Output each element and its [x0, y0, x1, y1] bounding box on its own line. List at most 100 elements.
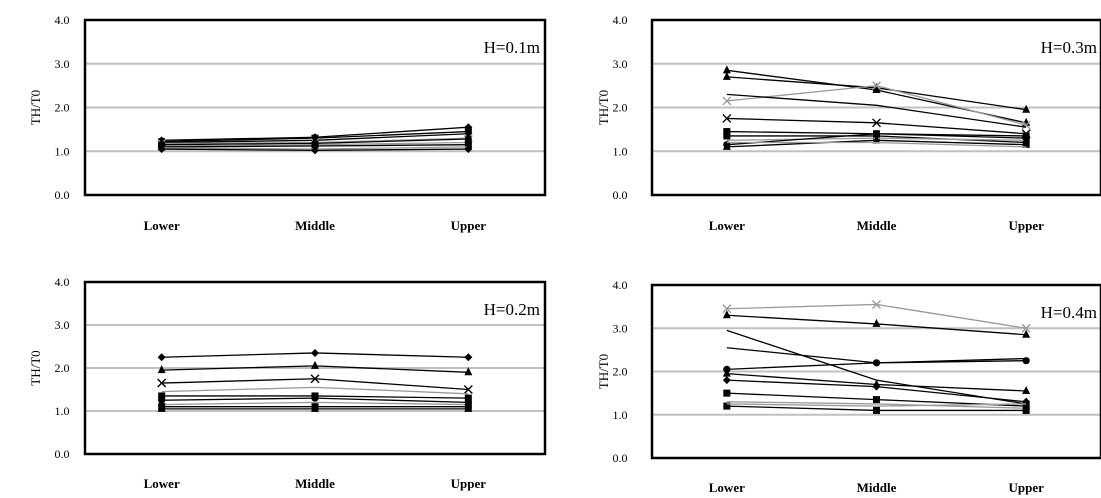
y-axis-label: TH/T0 — [28, 90, 43, 125]
data-point — [872, 359, 881, 367]
y-tick-label: 2.0 — [613, 101, 628, 115]
data-point — [464, 353, 473, 362]
data-point — [157, 353, 166, 362]
data-point — [722, 304, 732, 314]
data-point — [1022, 134, 1030, 142]
chart-panel-1: 0.0 1.0 2.0 3.0 4.0 Lower Middle Upper TH/T0 H=0.… — [28, 13, 547, 233]
data-point — [722, 368, 731, 377]
data-point — [722, 376, 731, 385]
y-tick-label: 3.0 — [55, 57, 70, 71]
y-tick-label: 4.0 — [613, 13, 628, 27]
data-point — [464, 128, 473, 137]
x-tick-label: Lower — [144, 218, 180, 233]
data-point — [311, 394, 319, 402]
y-tick-label: 3.0 — [613, 321, 628, 335]
y-tick-label: 4.0 — [55, 275, 70, 289]
chart-panel-3: 0.0 1.0 2.0 3.0 4.0 Lower Middle Upper TH/T0 H=0.… — [28, 275, 547, 491]
data-point — [872, 135, 881, 144]
panel-annotation: H=0.2m — [484, 300, 540, 319]
panel-annotation: H=0.3m — [1041, 38, 1097, 57]
y-tick-label: 1.0 — [613, 408, 628, 422]
x-tick-label: Middle — [857, 218, 897, 233]
data-point — [722, 71, 731, 80]
series-line-11 — [726, 141, 1027, 148]
data-point — [1022, 406, 1030, 414]
data-point — [311, 403, 319, 412]
data-point — [464, 145, 473, 154]
data-point — [1022, 385, 1031, 394]
data-point — [311, 142, 319, 150]
y-axis-label: TH/T0 — [596, 354, 611, 389]
data-point — [722, 96, 732, 106]
data-point — [1022, 329, 1031, 338]
data-point — [723, 402, 731, 410]
data-point — [311, 360, 319, 369]
chart-panel-2: 0.0 1.0 2.0 3.0 4.0 Lower Middle Upper TH/T0 H=0.… — [596, 13, 1101, 233]
y-tick-label: 2.0 — [55, 101, 70, 115]
plot-frame — [650, 283, 1101, 460]
data-point — [722, 310, 731, 319]
x-tick-label: Middle — [295, 218, 335, 233]
y-tick-label: 3.0 — [55, 318, 70, 332]
y-tick-label: 2.0 — [55, 361, 70, 375]
y-tick-label: 0.0 — [613, 451, 628, 465]
data-point — [157, 378, 167, 388]
x-tick-label: Lower — [709, 480, 745, 495]
data-point — [158, 392, 166, 400]
data-point — [723, 132, 731, 140]
data-point — [157, 403, 166, 412]
data-point — [310, 374, 320, 384]
y-tick-label: 1.0 — [55, 144, 70, 158]
data-point — [1021, 323, 1031, 333]
data-point — [872, 318, 881, 327]
series-line-11 — [726, 403, 1027, 407]
data-point — [872, 82, 881, 91]
x-tick-label: Lower — [709, 218, 745, 233]
series-line-7 — [161, 401, 469, 406]
series-line-4 — [726, 93, 1027, 128]
data-point — [723, 128, 731, 136]
y-tick-label: 2.0 — [613, 365, 628, 379]
y-axis-label: TH/T0 — [28, 350, 43, 385]
y-tick-label: 3.0 — [613, 57, 628, 71]
data-point — [722, 65, 731, 74]
panel-annotation: H=0.1m — [484, 38, 540, 57]
data-point — [311, 146, 319, 155]
plot-frame — [83, 18, 547, 197]
data-point — [872, 81, 881, 91]
data-point — [872, 382, 881, 391]
y-tick-label: 1.0 — [55, 404, 70, 418]
data-point — [873, 396, 880, 404]
data-point — [464, 367, 473, 376]
data-point — [157, 365, 166, 374]
data-point — [158, 396, 166, 404]
data-point — [464, 141, 472, 149]
data-point — [872, 118, 881, 128]
x-tick-label: Lower — [144, 476, 180, 491]
data-point — [463, 385, 473, 394]
data-point — [464, 135, 472, 143]
panel-annotation: H=0.4m — [1041, 303, 1097, 322]
plot-frame — [650, 18, 1101, 197]
data-point — [723, 389, 731, 397]
data-point — [722, 141, 731, 150]
y-tick-label: 4.0 — [55, 13, 70, 27]
x-tick-label: Upper — [451, 218, 487, 233]
series-line-9 — [726, 401, 1027, 409]
data-point — [464, 403, 473, 412]
data-point — [1022, 402, 1030, 410]
y-tick-label: 0.0 — [55, 188, 70, 202]
chart-panel-4: 0.0 1.0 2.0 3.0 4.0 Lower Middle Upper TH/T0 H=0.… — [596, 278, 1101, 495]
data-point — [311, 348, 319, 357]
x-tick-label: Upper — [1008, 218, 1044, 233]
y-tick-label: 4.0 — [613, 278, 628, 292]
x-tick-label: Upper — [1008, 480, 1044, 495]
x-tick-label: Upper — [451, 476, 487, 491]
data-point — [1022, 357, 1030, 365]
data-point — [872, 299, 881, 309]
y-axis-label: TH/T0 — [596, 90, 611, 125]
y-tick-label: 0.0 — [55, 447, 70, 461]
data-point — [157, 145, 166, 154]
data-point — [722, 113, 732, 123]
